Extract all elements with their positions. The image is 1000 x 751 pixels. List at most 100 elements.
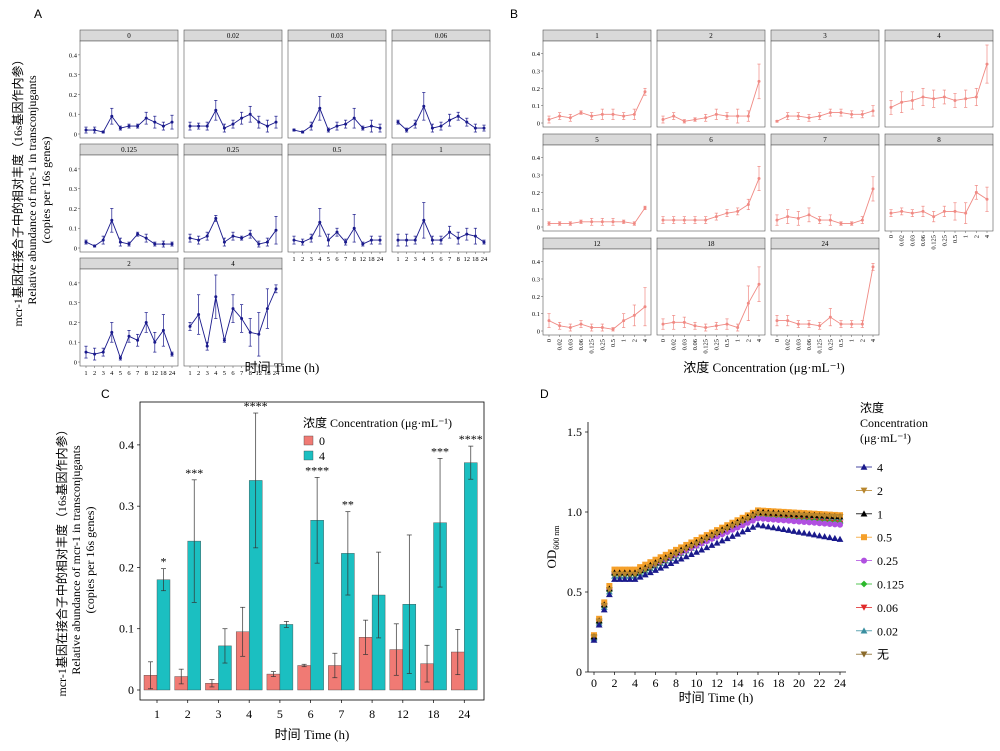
data-point	[836, 514, 844, 521]
data-point	[796, 216, 800, 220]
facet-label: 0.02	[227, 32, 240, 40]
data-point	[807, 322, 811, 326]
x-tick-label: 18	[160, 370, 167, 377]
significance-marker: ***	[185, 466, 203, 480]
data-point	[652, 561, 659, 568]
data-point	[611, 220, 615, 224]
y-axis-label: Relative abundance of mcr-1 in transconj…	[69, 445, 83, 675]
y-tick-label: 0.1	[119, 622, 134, 636]
data-point	[810, 513, 818, 520]
data-point	[682, 218, 686, 222]
data-point	[662, 562, 670, 569]
data-point	[708, 533, 716, 540]
x-tick-label: 4	[870, 338, 877, 342]
data-point	[744, 525, 752, 533]
data-point	[796, 114, 800, 118]
data-point	[214, 108, 218, 112]
legend-title: (μg·mL⁻¹)	[860, 431, 911, 445]
data-point	[309, 236, 313, 240]
y-axis-label: (copies per 16s genes)	[39, 137, 53, 244]
data-point	[439, 238, 443, 242]
data-point	[682, 546, 690, 553]
data-point	[921, 95, 925, 99]
data-point	[473, 126, 477, 130]
y-tick-label: 0.2	[69, 206, 77, 213]
data-point	[693, 118, 697, 122]
data-point	[795, 528, 803, 535]
data-point	[170, 120, 174, 124]
data-point	[622, 114, 626, 118]
x-tick-label: 24	[458, 707, 470, 721]
data-point	[693, 324, 697, 328]
x-tick-label: 0.02	[785, 339, 792, 350]
data-point	[837, 521, 843, 528]
x-tick-label: 2	[612, 676, 618, 690]
data-point	[861, 557, 867, 564]
facet-A-0.06: 0.06	[391, 29, 491, 139]
data-point	[214, 216, 218, 220]
data-point	[456, 114, 460, 118]
x-tick-label: 12	[152, 370, 159, 377]
data-point	[590, 636, 598, 643]
x-tick-label: 6	[335, 256, 339, 263]
data-point	[682, 119, 686, 123]
data-point	[786, 215, 790, 219]
data-point	[757, 79, 761, 83]
data-point	[643, 206, 647, 210]
legend-label: 无	[877, 648, 889, 662]
data-point	[672, 218, 676, 222]
facet-label: 0.25	[227, 146, 240, 154]
x-tick-label: 0.25	[599, 339, 606, 350]
x-axis-label: 时间 Time (h)	[679, 690, 754, 705]
y-tick-label: 0.1	[532, 207, 540, 214]
data-point	[144, 236, 148, 240]
data-point	[795, 512, 803, 519]
data-point	[248, 330, 252, 334]
x-tick-label: 5	[431, 256, 434, 263]
x-tick-label: 0	[774, 339, 781, 342]
data-point	[465, 232, 469, 236]
x-tick-label: 0.125	[589, 339, 596, 354]
data-point	[964, 211, 968, 215]
data-point	[667, 559, 675, 567]
x-tick-label: 0.5	[952, 235, 959, 243]
data-point	[760, 515, 767, 522]
data-point	[611, 575, 618, 582]
data-point	[558, 114, 562, 118]
data-point	[413, 122, 417, 126]
facet-A-0.125: 0.125 0 0.1 0.2 0.3 0.4	[69, 143, 179, 253]
x-tick-label: 3	[215, 707, 221, 721]
data-point	[292, 128, 296, 132]
data-point	[698, 546, 706, 553]
y-tick-label: 0	[537, 121, 540, 128]
plot-area	[79, 154, 179, 253]
data-point	[643, 305, 647, 309]
data-point	[482, 240, 486, 244]
legend-label: 0.5	[877, 531, 892, 545]
data-point	[422, 104, 426, 108]
panel-C: C00.10.20.30.4*1***2 3****4 5****6**7 8 12**…	[54, 387, 485, 742]
data-point	[127, 124, 131, 128]
x-tick-label: 8	[369, 707, 375, 721]
x-tick-label: 24	[273, 370, 280, 377]
panel-B: B 1 0 0.1 0.2 0.3 0.4 2 3 4 5 0 0.1 0.2 0.3 0.4 6 7 8 0 0.02…	[510, 7, 994, 375]
plot-area	[79, 268, 179, 367]
data-point	[240, 316, 244, 320]
data-point	[744, 515, 752, 523]
data-point	[110, 330, 114, 334]
data-point	[687, 550, 695, 557]
data-point	[378, 126, 382, 130]
data-point	[448, 230, 452, 234]
data-point	[746, 202, 750, 206]
data-point	[739, 518, 747, 525]
data-point	[257, 242, 261, 246]
data-point	[693, 541, 700, 548]
facet-B-6: 6	[656, 133, 766, 232]
data-point	[222, 126, 226, 130]
data-point	[759, 522, 767, 529]
data-point	[749, 523, 757, 530]
data-point	[600, 602, 608, 609]
data-point	[682, 320, 686, 324]
data-point	[641, 566, 649, 573]
data-point	[871, 109, 875, 113]
